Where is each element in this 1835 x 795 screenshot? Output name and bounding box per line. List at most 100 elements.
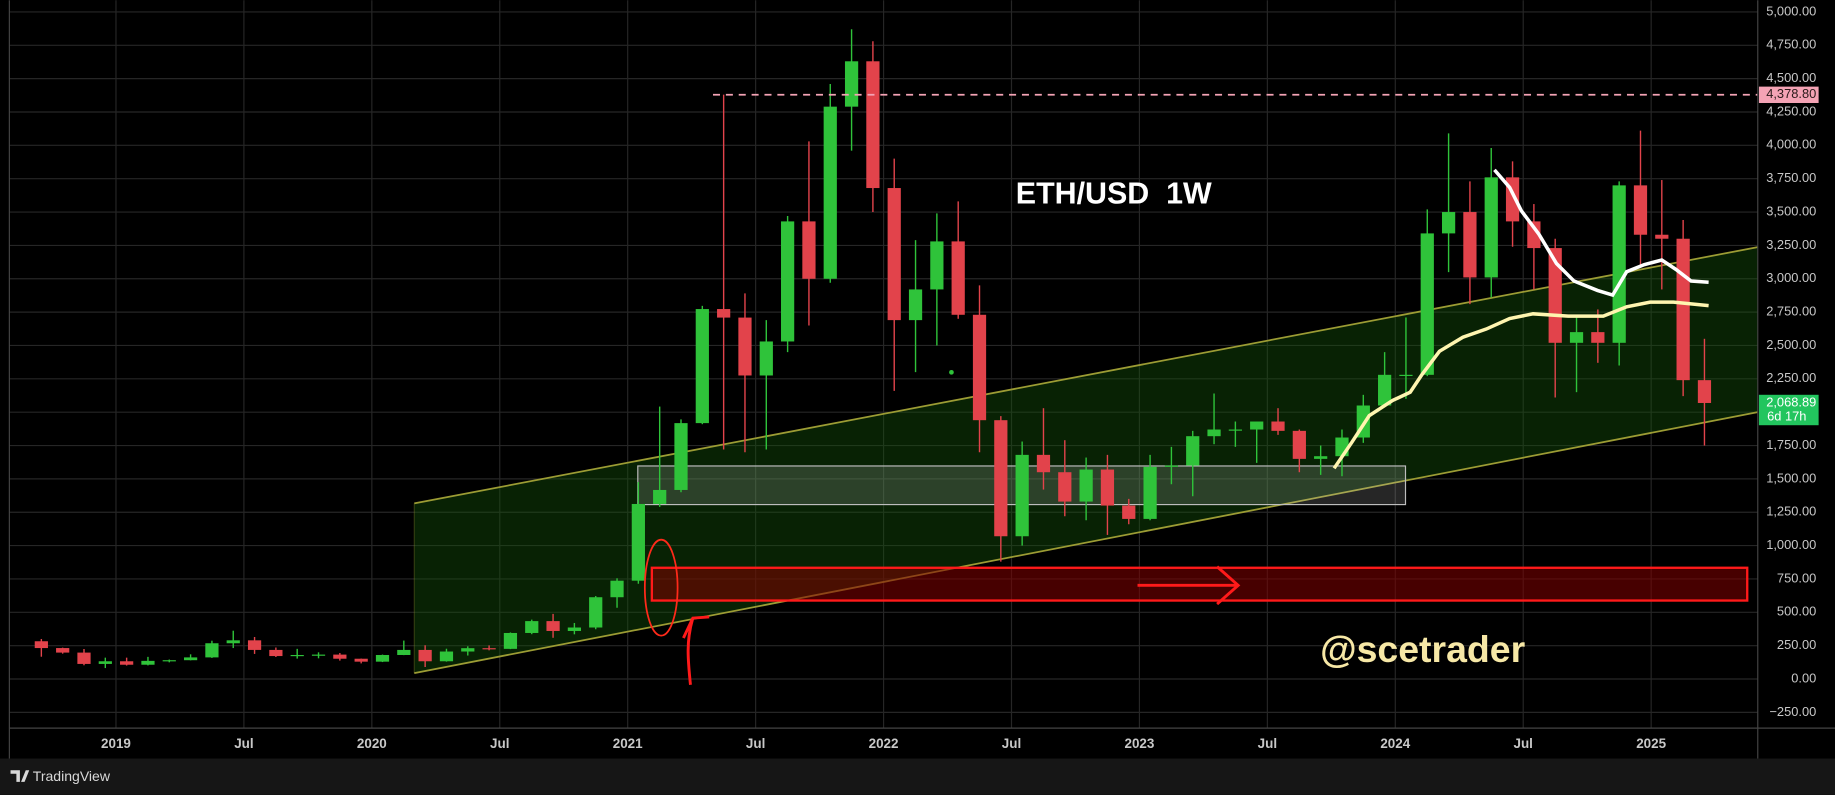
candles — [34, 29, 1712, 669]
candle-body — [290, 654, 304, 657]
candle-body — [674, 423, 688, 490]
candle-body — [717, 309, 731, 318]
candle-body — [162, 660, 176, 662]
candle-body — [439, 651, 454, 662]
level-label: 4,378.80 — [1766, 86, 1816, 101]
candle-body — [77, 652, 91, 664]
candle-body — [759, 341, 773, 376]
candle-body — [738, 317, 752, 376]
candle-body — [1271, 421, 1285, 431]
candle-body — [1079, 469, 1093, 502]
countdown: 6d 17h — [1767, 408, 1806, 423]
y-tick-label: 750.00 — [1777, 570, 1816, 585]
circle-mark — [643, 538, 679, 637]
candle-body — [1612, 185, 1626, 343]
candle-body — [375, 654, 390, 662]
y-tick-label: 0.00 — [1791, 670, 1816, 685]
candle-body — [1058, 472, 1072, 502]
candle-body — [1591, 332, 1605, 343]
y-tick-label: 5,000.00 — [1766, 3, 1816, 18]
axis-labels: −250.00 0.00 250.00 500.00 750.00 1,000.00 1,2… — [101, 3, 1819, 751]
candle-body — [141, 660, 155, 665]
candle-body — [269, 649, 283, 657]
channel-upper — [414, 246, 1758, 505]
ma-white — [1493, 168, 1709, 298]
candle-body — [1399, 374, 1413, 376]
candle-body — [1143, 466, 1157, 519]
y-tick-label: 3,500.00 — [1766, 203, 1816, 218]
x-tick-label: Jul — [746, 736, 765, 751]
candle-body — [205, 643, 219, 658]
candle-body — [1676, 238, 1690, 381]
candle-body — [567, 627, 582, 631]
y-tick-label: 1,250.00 — [1766, 504, 1816, 519]
channel-lower — [414, 411, 1758, 674]
y-tick-label: 1,750.00 — [1766, 437, 1816, 452]
candle-body — [908, 289, 923, 321]
candle-body — [1441, 212, 1456, 234]
candle-body — [120, 661, 134, 665]
y-tick-label: 3,000.00 — [1766, 270, 1816, 285]
footer — [0, 758, 1835, 795]
x-tick-label: Jul — [1514, 736, 1533, 751]
candle-body — [1484, 177, 1498, 278]
candle-body — [1036, 454, 1051, 473]
level-tag — [1758, 86, 1819, 103]
candle-body — [56, 648, 70, 653]
dot — [949, 369, 954, 375]
x-tick-label: Jul — [1002, 736, 1021, 751]
candle-body — [589, 597, 603, 628]
candle-body — [1420, 233, 1434, 375]
candle-body — [546, 621, 560, 631]
candle-body — [311, 654, 326, 656]
candle-body — [98, 661, 112, 664]
x-tick-label: 2021 — [613, 736, 643, 751]
candle-body — [844, 61, 859, 107]
candle-body — [418, 649, 432, 662]
candle-body — [333, 654, 347, 659]
candle-body — [354, 658, 368, 662]
candle-body — [1100, 469, 1115, 506]
candle-body — [1228, 429, 1242, 431]
candle-body — [1292, 430, 1306, 459]
price-tag — [1758, 394, 1819, 426]
y-tick-label: 1,000.00 — [1766, 537, 1816, 552]
candle-body — [994, 420, 1008, 537]
candle-body — [461, 648, 475, 652]
candle-body — [183, 657, 198, 661]
candle-body — [1463, 212, 1477, 278]
price-label: 2,068.89 — [1766, 394, 1816, 409]
price-axis — [1757, 0, 1835, 759]
candle-body — [34, 641, 48, 649]
y-tick-label: 1,500.00 — [1766, 470, 1816, 485]
y-tick-label: 4,750.00 — [1766, 37, 1816, 52]
y-tick-label: 4,500.00 — [1766, 70, 1816, 85]
candle-body — [1378, 374, 1392, 406]
candle-body — [951, 241, 965, 315]
candle-body — [1697, 380, 1712, 403]
candle-body — [653, 489, 667, 504]
candle-body — [866, 61, 880, 189]
candle-body — [802, 221, 816, 279]
candle-body — [972, 314, 987, 421]
y-tick-label: 3,750.00 — [1766, 170, 1816, 185]
y-tick-label: 2,500.00 — [1766, 337, 1816, 352]
y-tick-label: 250.00 — [1777, 637, 1816, 652]
candle-body — [930, 241, 944, 290]
candle-body — [823, 106, 837, 279]
arrow-head — [1216, 565, 1241, 606]
candle-body — [695, 309, 709, 424]
watermark: @scetrader — [1320, 628, 1525, 670]
x-tick-label: Jul — [490, 736, 509, 751]
y-tick-label: 2,250.00 — [1766, 370, 1816, 385]
ma-yellow — [1332, 300, 1709, 470]
candle-body — [781, 221, 795, 342]
y-tick-label: 3,250.00 — [1766, 237, 1816, 252]
candle-body — [610, 580, 624, 598]
candle-body — [1122, 505, 1136, 519]
candle-body — [1250, 421, 1264, 430]
candle-body — [1335, 437, 1349, 457]
candle-body — [1164, 465, 1179, 467]
